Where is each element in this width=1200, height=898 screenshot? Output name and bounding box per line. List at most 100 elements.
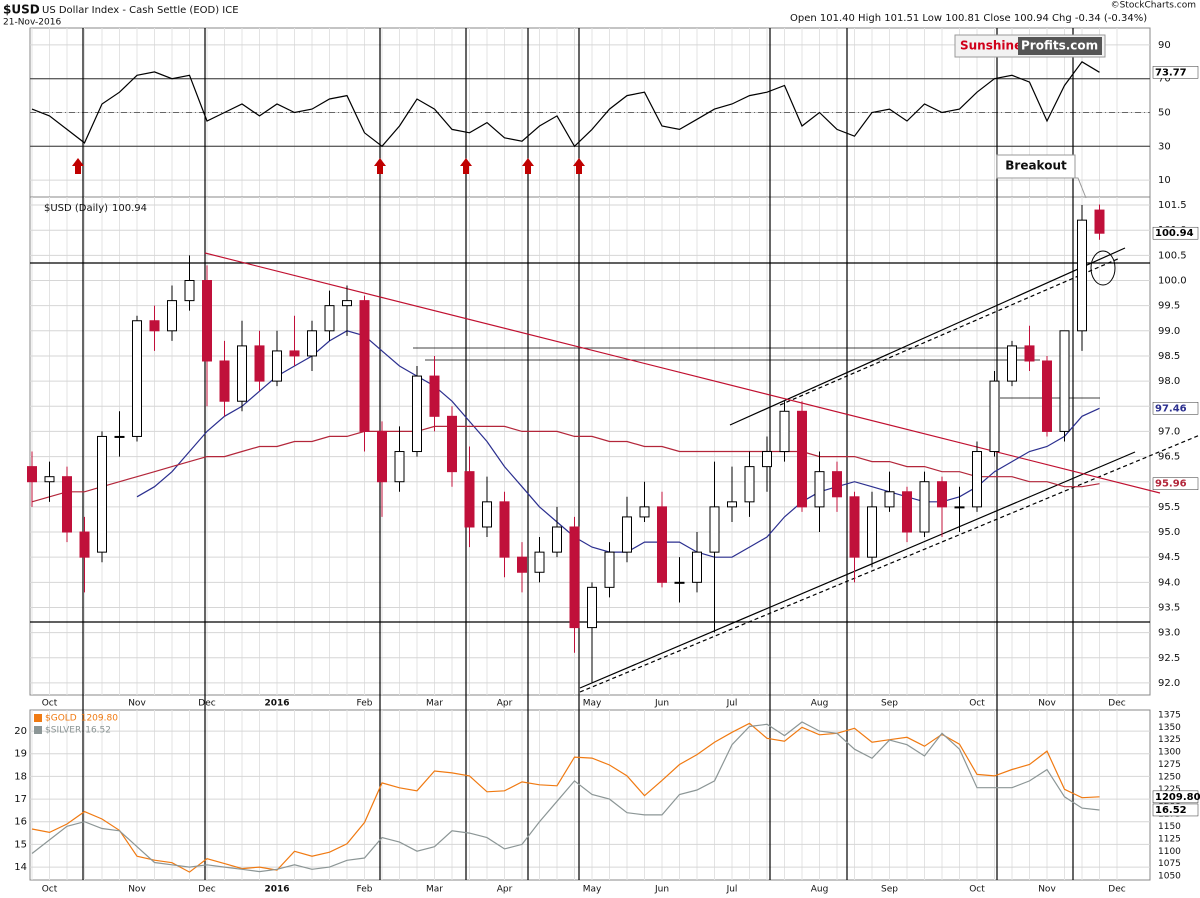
y-tick-label: 19 bbox=[14, 749, 27, 760]
candle-body bbox=[359, 300, 370, 432]
candle-body bbox=[902, 491, 912, 533]
x-tick-label: Dec bbox=[1108, 885, 1125, 895]
x-tick-label: Sep bbox=[881, 699, 898, 709]
value-tag bbox=[1152, 790, 1199, 804]
value-tag bbox=[1152, 803, 1199, 817]
y-tick-label: 15 bbox=[14, 839, 27, 850]
candle-body bbox=[167, 300, 177, 332]
x-tick-label: Jun bbox=[654, 699, 669, 709]
x-tick-label: May bbox=[583, 885, 602, 895]
candle-body bbox=[499, 501, 510, 558]
x-tick-label: Oct bbox=[969, 885, 985, 895]
series-line bbox=[31, 721, 1100, 873]
arrow bbox=[573, 158, 585, 174]
candle-body bbox=[534, 551, 545, 573]
y-tick-label: 92.5 bbox=[1158, 653, 1180, 664]
value-tag-label: 73.77 bbox=[1155, 67, 1187, 78]
chart-title: $USD (Daily) bbox=[44, 203, 108, 214]
x-tick-label: Sep bbox=[881, 885, 898, 895]
x-tick-label: Oct bbox=[969, 699, 985, 709]
value-tag-label: 100.94 bbox=[1155, 228, 1194, 239]
x-tick-label: Mar bbox=[426, 699, 443, 709]
candle-body bbox=[237, 345, 247, 402]
candle-body bbox=[569, 526, 580, 629]
grid-layer bbox=[29, 27, 1151, 881]
trend-line bbox=[204, 252, 1161, 494]
y-tick-label: 95.5 bbox=[1158, 502, 1180, 513]
arrow bbox=[460, 158, 472, 174]
series-line bbox=[31, 61, 1100, 148]
value-tag-label: 97.46 bbox=[1155, 403, 1187, 414]
candle-body bbox=[377, 430, 387, 483]
quote: Open 101.40 High 101.51 Low 100.81 Close… bbox=[790, 13, 1147, 24]
date: 21-Nov-2016 bbox=[3, 18, 61, 28]
panel-frame bbox=[29, 709, 1151, 881]
x-tick-label: Jul bbox=[726, 885, 738, 895]
candle-body bbox=[867, 506, 877, 558]
candle-body bbox=[989, 380, 1000, 453]
y2-tick-label: 1050 bbox=[1158, 872, 1181, 882]
y-tick-label: 99.0 bbox=[1158, 326, 1180, 337]
highlight-circle bbox=[1090, 250, 1116, 286]
candle-body bbox=[97, 435, 107, 553]
annotation: Breakout bbox=[1005, 159, 1067, 173]
logo-part: Profits.com bbox=[1021, 39, 1098, 53]
candle-body bbox=[587, 586, 597, 629]
candle-body bbox=[1024, 345, 1035, 362]
x-tick-label: Jul bbox=[726, 699, 738, 709]
series-line bbox=[31, 425, 1100, 503]
value-tag-label: 95.96 bbox=[1155, 479, 1187, 490]
candle-body bbox=[289, 350, 300, 357]
y-tick-label: 50 bbox=[1158, 108, 1171, 119]
candle-body bbox=[447, 415, 457, 473]
candle-body bbox=[727, 501, 737, 508]
y2-tick-label: 1325 bbox=[1158, 735, 1181, 745]
candle-body bbox=[709, 506, 720, 553]
x-tick-label: Apr bbox=[497, 699, 513, 709]
legend-value: 16.52 bbox=[85, 726, 111, 736]
x-tick-label: Dec bbox=[1108, 699, 1125, 709]
y-tick-label: 30 bbox=[1158, 141, 1171, 152]
candle-body bbox=[797, 410, 807, 508]
candle-body bbox=[552, 526, 562, 553]
y-tick-label: 17 bbox=[14, 794, 27, 805]
y-tick-label: 14 bbox=[14, 862, 27, 873]
arrow bbox=[374, 158, 386, 174]
candle-body bbox=[832, 471, 842, 498]
candle-body bbox=[149, 320, 160, 332]
candle-body bbox=[1077, 219, 1087, 332]
candle-body bbox=[972, 451, 982, 508]
legend-label: $GOLD bbox=[45, 714, 77, 724]
arrow bbox=[522, 158, 534, 174]
candle-body bbox=[1007, 345, 1017, 382]
candle-body bbox=[1042, 360, 1052, 432]
x-tick-label: Aug bbox=[811, 699, 829, 709]
candle-body bbox=[464, 471, 475, 528]
logo-part: Sunshine bbox=[960, 39, 1022, 53]
candle-body bbox=[1094, 209, 1105, 234]
y2-tick-label: 1100 bbox=[1158, 847, 1181, 857]
x-tick-label: Apr bbox=[497, 885, 513, 895]
value-tag-label: 1209.80 bbox=[1155, 792, 1200, 803]
value-tag bbox=[1152, 66, 1199, 79]
x-tick-label: Oct bbox=[42, 885, 58, 895]
candle-body bbox=[1059, 330, 1070, 432]
legend-label: $SILVER bbox=[45, 726, 81, 736]
x-tick-label: Nov bbox=[128, 885, 146, 895]
candle-body bbox=[674, 581, 685, 584]
y-tick-label: 96.5 bbox=[1158, 452, 1180, 463]
candle-body bbox=[272, 350, 282, 382]
x-tick-label: Feb bbox=[357, 699, 373, 709]
x-tick-label: Oct bbox=[42, 699, 58, 709]
y-tick-label: 98.0 bbox=[1158, 376, 1180, 387]
candle-body bbox=[954, 506, 965, 509]
candle-body bbox=[919, 481, 930, 533]
y2-tick-label: 1225 bbox=[1158, 785, 1181, 795]
y-tick-label: 92.0 bbox=[1158, 678, 1180, 689]
value-tag-label: 16.52 bbox=[1155, 805, 1187, 816]
y-tick-label: 100.5 bbox=[1158, 250, 1187, 261]
annotation-pointer bbox=[1068, 177, 1087, 199]
y-tick-label: 93.5 bbox=[1158, 602, 1180, 613]
